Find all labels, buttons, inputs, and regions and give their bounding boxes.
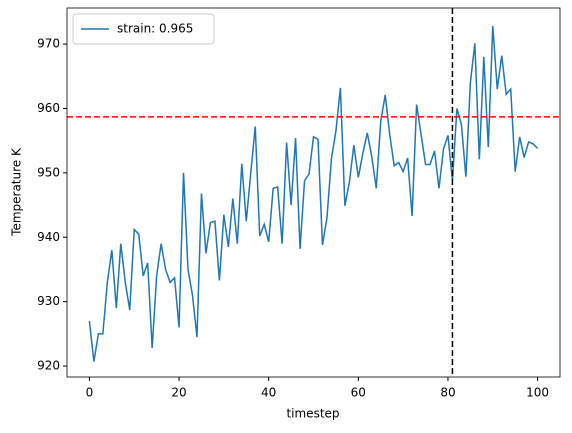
y-tick-label: 950 bbox=[37, 165, 60, 179]
y-axis-label: Temperature K bbox=[10, 147, 24, 237]
plot-frame bbox=[66, 7, 561, 378]
x-tick-label: 20 bbox=[171, 386, 186, 400]
x-axis-label: timestep bbox=[286, 407, 339, 421]
y-tick-label: 940 bbox=[37, 230, 60, 244]
legend-box bbox=[72, 13, 215, 45]
x-tick-label: 0 bbox=[86, 386, 94, 400]
x-tick-label: 60 bbox=[351, 386, 366, 400]
x-tick-label: 100 bbox=[526, 386, 549, 400]
x-tick-label: 40 bbox=[261, 386, 276, 400]
y-tick-label: 920 bbox=[37, 359, 60, 373]
y-tick-label: 930 bbox=[37, 294, 60, 308]
data-line bbox=[88, 25, 539, 362]
y-tick-label: 970 bbox=[37, 37, 60, 51]
legend-label: strain: 0.965 bbox=[117, 22, 193, 36]
y-tick-label: 960 bbox=[37, 101, 60, 115]
x-tick-label: 80 bbox=[440, 386, 455, 400]
